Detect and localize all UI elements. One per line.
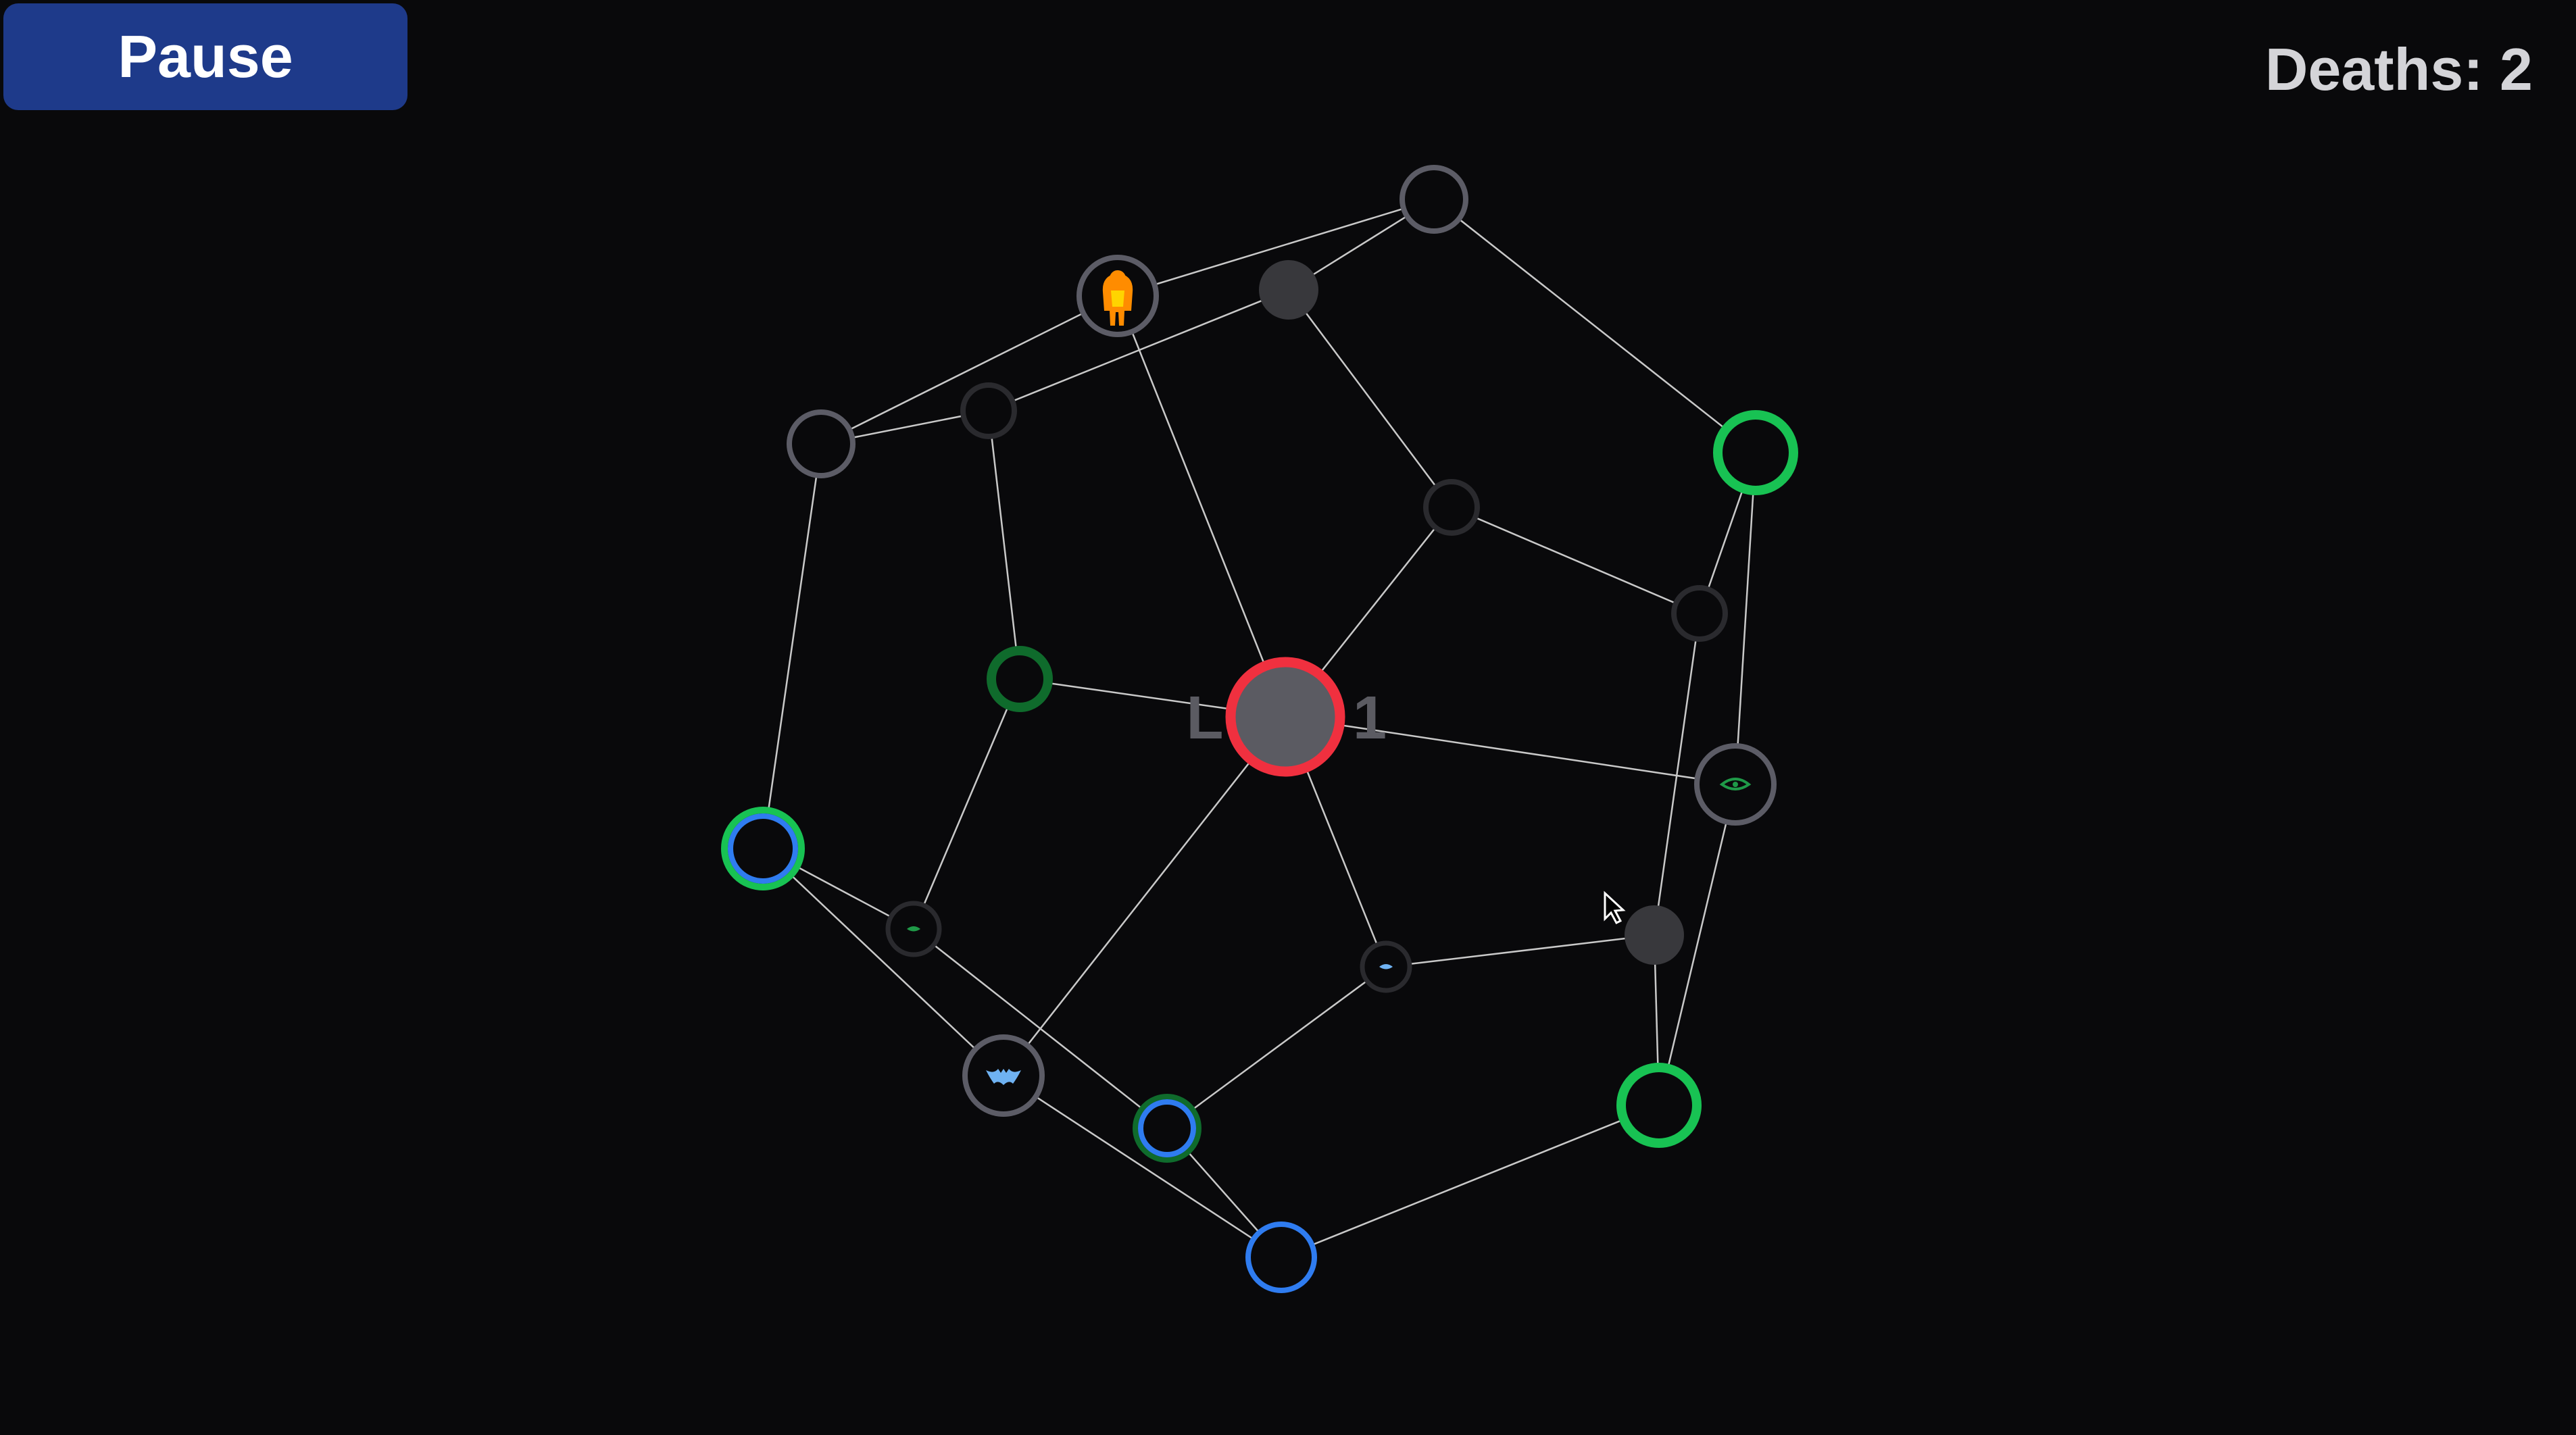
map-edge [913,928,1168,1129]
map-node-bottom-blue[interactable] [1245,1222,1317,1293]
map-node-lower-blue-dark[interactable] [1133,1094,1202,1163]
map-node-bat[interactable] [962,1034,1045,1117]
map-edge [1385,934,1655,968]
map-edge [987,410,1021,680]
map-edge [1003,1074,1282,1259]
pause-button[interactable]: Pause [3,3,407,110]
current-level-label-right: 1 [1353,684,1387,752]
deaths-counter: Deaths: 2 [2264,36,2533,103]
map-edge [988,288,1289,412]
map-edge [1451,506,1700,615]
map-node-right-eye[interactable] [1694,743,1777,826]
creature-glyph [1379,964,1393,970]
map-edge [1281,1104,1660,1259]
map-node-player[interactable] [1076,255,1159,337]
map-edge [1658,784,1737,1106]
map-edge [912,678,1021,930]
bat-glyph [986,1069,1021,1085]
map-node-upper-left-dark[interactable] [960,382,1017,439]
map-edge [1003,716,1286,1076]
map-node-top-dark-filled[interactable] [1259,260,1318,320]
map-node-top-right-gray[interactable] [1400,165,1468,234]
map-node-lower-dark-filled[interactable] [1625,905,1684,965]
map-edge [1166,965,1387,1130]
map-node-right-dark[interactable] [1671,585,1728,642]
map-node-small-mid-creature[interactable] [1360,940,1412,993]
map-node-left-blue-green[interactable] [721,807,805,890]
map-node-center[interactable] [1225,657,1345,777]
map-node-right-green-top[interactable] [1713,410,1798,495]
current-level-label-left: L [1187,684,1224,752]
map-edge [1653,613,1701,936]
map-nodes [721,165,1798,1293]
mouse-cursor-icon [1604,890,1626,924]
map-node-mid-dark[interactable] [1423,479,1480,536]
map-edge [1116,295,1287,718]
map-node-right-green-bottom[interactable] [1616,1063,1702,1148]
map-edge [1285,715,1736,786]
map-edge [1433,199,1756,453]
map-node-left-green-dark[interactable] [987,646,1053,712]
map-edge [762,848,1004,1076]
map-node-small-left-creature[interactable] [885,901,942,957]
eye-glyph [1719,778,1752,790]
map-edge [762,443,822,849]
creature-glyph [907,926,920,932]
map-node-left-gray[interactable] [787,409,856,478]
map-edge [820,295,1118,445]
player-figure-icon [1102,270,1133,326]
map-edge [1734,452,1757,785]
map-edge [1117,198,1435,297]
map-edges [762,198,1757,1259]
map-edge [1287,289,1453,508]
